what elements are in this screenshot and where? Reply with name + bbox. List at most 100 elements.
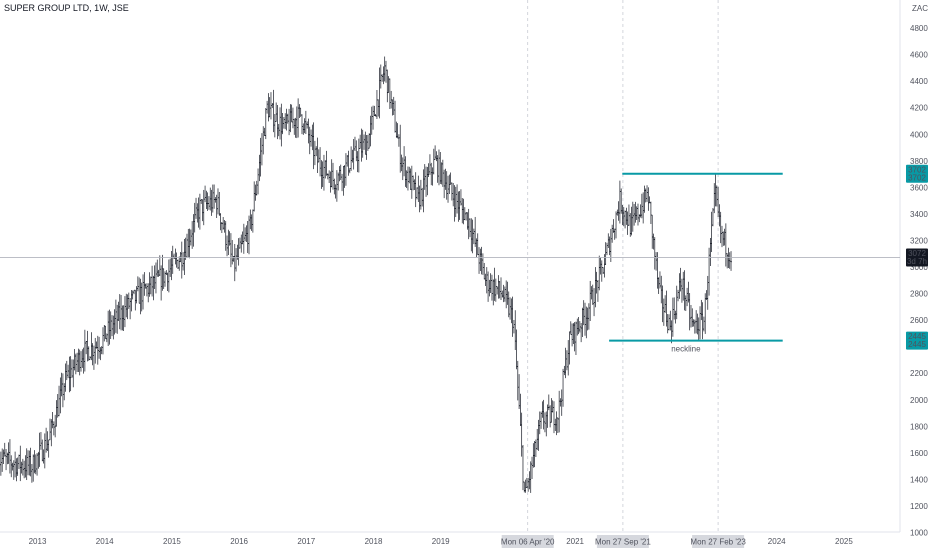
ohlc-bar	[613, 228, 616, 240]
ohlc-bar	[484, 273, 487, 287]
ohlc-bar	[535, 439, 537, 457]
ohlc-bar	[413, 179, 416, 191]
ohlc-bar	[298, 104, 301, 118]
ohlc-bar	[38, 432, 41, 467]
ohlc-bar	[507, 291, 510, 318]
ohlc-bar	[474, 216, 477, 247]
ohlc-bar	[195, 197, 197, 219]
ohlc-bar	[379, 64, 382, 89]
ohlc-bar	[219, 213, 222, 231]
ohlc-bar	[470, 218, 473, 252]
ohlc-bar	[449, 172, 452, 185]
ohlc-bar	[523, 481, 526, 493]
ohlc-bar	[501, 290, 504, 298]
ohlc-bar	[266, 100, 268, 114]
ohlc-bar	[657, 277, 660, 294]
ohlc-bar	[469, 218, 471, 238]
ohlc-bar	[36, 453, 38, 476]
ohlc-bar	[531, 456, 533, 480]
ohlc-bar	[562, 368, 564, 407]
price-tag-value: 3702	[908, 165, 926, 174]
ohlc-bar	[555, 411, 558, 436]
price-tag-sub: 3d 7h	[907, 257, 927, 266]
ohlc-bar	[167, 259, 170, 293]
y-tick-label: 3400	[910, 210, 928, 219]
ohlc-bar	[10, 455, 13, 478]
ohlc-bar	[652, 233, 655, 250]
ohlc-bar	[643, 185, 646, 213]
ohlc-bar	[529, 461, 532, 493]
ohlc-bar	[376, 90, 378, 120]
ohlc-bar	[338, 166, 341, 182]
ohlc-bar	[139, 278, 142, 315]
ohlc-bar	[180, 241, 183, 279]
x-tick-label: 2025	[835, 537, 853, 546]
y-tick-label: 2200	[910, 369, 928, 378]
ohlc-bar	[171, 245, 174, 274]
ohlc-bar	[690, 304, 692, 328]
ohlc-bar	[56, 394, 59, 418]
ohlc-bar	[422, 169, 425, 213]
ohlc-bar	[275, 102, 278, 122]
ohlc-bar	[208, 196, 210, 210]
ohlc-bar	[524, 479, 527, 493]
ohlc-bar	[316, 137, 319, 173]
ohlc-bar	[577, 317, 580, 335]
ohlc-bar	[679, 267, 682, 292]
ohlc-bar	[386, 69, 389, 103]
ohlc-bar	[248, 215, 250, 255]
ohlc-bar	[519, 393, 522, 426]
ohlc-bar	[202, 189, 205, 226]
ohlc-bar	[170, 251, 173, 281]
ohlc-bar	[713, 183, 716, 214]
ohlc-bar	[285, 108, 288, 131]
ohlc-bar	[518, 374, 520, 410]
ohlc-bar	[67, 364, 69, 379]
ohlc-bar	[559, 398, 562, 407]
ohlc-bar	[360, 128, 363, 162]
ohlc-bar	[715, 185, 718, 207]
price-tag	[906, 164, 928, 183]
ohlc-bar	[410, 165, 413, 199]
ohlc-bar	[405, 170, 408, 189]
price-tag-sub: 2445	[908, 340, 926, 349]
ohlc-bar	[599, 257, 602, 275]
ohlc-bar	[520, 412, 523, 457]
ohlc-bar	[217, 188, 219, 215]
ohlc-bar	[585, 306, 588, 339]
ohlc-bar	[72, 359, 75, 388]
ohlc-bar	[533, 441, 536, 468]
ohlc-bar	[496, 286, 499, 295]
y-tick-label: 1200	[910, 502, 928, 511]
ohlc-bar	[662, 298, 665, 326]
ohlc-bar	[644, 188, 647, 203]
ohlc-bar	[7, 442, 10, 464]
ohlc-bar	[241, 231, 244, 245]
ohlc-bar	[364, 131, 367, 155]
ohlc-bar	[412, 175, 415, 191]
ohlc-bar	[558, 390, 561, 433]
ohlc-bar	[568, 331, 571, 365]
ohlc-bar	[196, 203, 199, 223]
ohlc-bar	[34, 454, 37, 475]
price-tag-sub: 3702	[908, 173, 926, 182]
ohlc-bar	[408, 166, 411, 184]
x-tick-label: 2024	[768, 537, 786, 546]
ohlc-bar	[49, 418, 51, 441]
ohlc-bar	[454, 186, 457, 218]
ohlc-bar	[482, 253, 484, 275]
ohlc-bar	[653, 237, 656, 270]
ohlc-bar	[619, 180, 621, 224]
ohlc-bar	[673, 297, 676, 320]
ohlc-bar	[598, 255, 601, 291]
ohlc-bar	[409, 168, 412, 190]
ohlc-bar	[701, 302, 704, 340]
ohlc-bar	[544, 412, 546, 433]
ohlc-bar	[451, 182, 453, 201]
ohlc-bar	[46, 431, 49, 451]
ohlc-bar	[303, 118, 306, 134]
ohlc-bar	[59, 377, 62, 414]
ohlc-bar	[497, 275, 500, 299]
